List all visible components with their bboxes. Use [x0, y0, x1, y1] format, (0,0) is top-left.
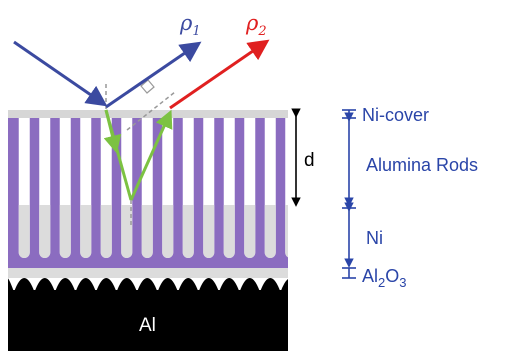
pore-ni-fill [244, 205, 256, 258]
wavefront-line [126, 91, 176, 131]
pore-ni-fill [203, 205, 215, 258]
refracted-beam-entry [103, 109, 122, 154]
layer-scale-bar [342, 109, 356, 279]
ni-cover-layer [8, 110, 288, 118]
pore-ni-fill [59, 205, 71, 258]
pore-ni-fill [182, 205, 194, 258]
reflected-beam-2 [169, 39, 270, 110]
pore-ni-fill [100, 205, 112, 258]
ni-label: Ni [366, 228, 383, 248]
refracted-beam-up [129, 109, 173, 201]
pore-ni-fill [80, 205, 92, 258]
pore-ni-fill [18, 205, 30, 258]
pore-ni-fill [162, 205, 174, 258]
al-substrate-label: Al [139, 315, 156, 336]
ni-cover-label: Ni-cover [362, 105, 429, 125]
d-label: d [304, 150, 315, 171]
pore-ni-fill [285, 205, 288, 258]
al-substrate-body [8, 290, 288, 351]
pore-ni-fill [223, 205, 235, 258]
pore-ni-fill [141, 205, 153, 258]
al2o3-label: Al2O3 [362, 266, 407, 290]
pore-ni-fill [39, 205, 51, 258]
right-angle-marker [140, 79, 155, 94]
alumina-rods-label: Alumina Rods [366, 155, 478, 175]
pore-ni-fill [121, 205, 133, 258]
rho2-label: ρ2 [245, 11, 267, 39]
rho1-label: ρ1 [179, 11, 201, 39]
pore-ni-fill [264, 205, 276, 258]
reflected-beam-1 [105, 41, 202, 109]
incident-beam [13, 40, 108, 107]
